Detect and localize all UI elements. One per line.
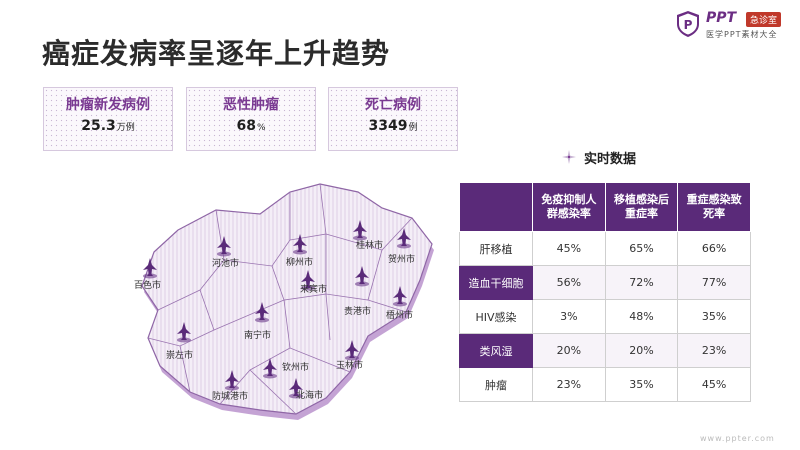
stat-number: 68 — [236, 118, 256, 134]
map-pin-icon — [301, 270, 315, 291]
stat-card-malignant: 恶性肿瘤 68% — [186, 87, 316, 151]
city-label: 桂林市 — [356, 239, 383, 251]
stat-value: 25.3万例 — [44, 118, 172, 134]
map-pin-icon — [177, 322, 191, 343]
table-cell: 23% — [532, 367, 606, 402]
sparkle-icon — [562, 150, 576, 164]
map-pin-icon — [353, 220, 367, 241]
table-cell: 35% — [677, 299, 751, 334]
stat-value: 3349例 — [329, 118, 457, 134]
map-pin-icon — [393, 286, 407, 307]
table-cell: 48% — [604, 299, 679, 334]
table-cell: 3% — [532, 299, 606, 334]
brand-logo: P PPT 急诊室 医学PPT素材大全 — [676, 8, 792, 42]
table-header-col-3: 重症感染致 死率 — [677, 182, 751, 232]
header-line: 重症率 — [624, 207, 658, 220]
realtime-title: 实时数据 — [584, 152, 637, 167]
table-cell: 45% — [532, 231, 606, 266]
table-header-col-1: 免疫抑制人 群感染率 — [532, 182, 606, 232]
stat-label: 死亡病例 — [365, 97, 421, 113]
stat-label: 肿瘤新发病例 — [66, 97, 150, 113]
map-pin-icon — [293, 234, 307, 255]
table-cell: 77% — [677, 265, 751, 300]
table-row: 肝移植 45% 65% 66% — [459, 231, 751, 266]
logo-brand: PPT — [706, 10, 737, 26]
table-row: HIV感染 3% 48% 35% — [459, 299, 751, 334]
table-cell: 45% — [677, 367, 751, 402]
header-line: 免疫抑制人 — [541, 193, 597, 206]
table-cell: 65% — [604, 231, 679, 266]
header-line: 死率 — [703, 207, 726, 220]
table-header-row: 免疫抑制人 群感染率 移植感染后 重症率 重症感染致 死率 — [459, 182, 751, 232]
map-pin-icon — [355, 266, 369, 287]
map-pin-icon — [397, 228, 411, 249]
map-pin-icon — [255, 302, 269, 323]
shield-p-icon: P — [677, 11, 699, 37]
table-header-empty — [459, 182, 533, 232]
logo-subtitle: 医学PPT素材大全 — [706, 30, 778, 39]
city-label: 玉林市 — [336, 359, 363, 371]
city-label: 北海市 — [296, 389, 323, 401]
table-row: 肿瘤 23% 35% 45% — [459, 367, 751, 402]
header-line: 群感染率 — [546, 207, 591, 220]
city-label: 南宁市 — [244, 329, 271, 341]
stat-number: 25.3 — [81, 118, 116, 134]
table-header-col-2: 移植感染后 重症率 — [604, 182, 679, 232]
city-label: 梧州市 — [386, 309, 413, 321]
row-label: 肿瘤 — [459, 367, 533, 402]
row-label: HIV感染 — [459, 299, 533, 334]
table-cell: 20% — [532, 333, 606, 368]
table-cell: 23% — [677, 333, 751, 368]
table-cell: 66% — [677, 231, 751, 266]
table-row: 类风湿 20% 20% 23% — [459, 333, 751, 368]
map-pin-icon — [289, 378, 303, 399]
stat-label: 恶性肿瘤 — [223, 97, 279, 113]
stat-unit: 万例 — [116, 123, 135, 133]
stat-card-new-cases: 肿瘤新发病例 25.3万例 — [43, 87, 173, 151]
header-line: 移植感染后 — [613, 193, 669, 206]
stat-value: 68% — [187, 118, 315, 134]
city-label: 河池市 — [212, 257, 239, 269]
footer-url: www.ppter.com — [700, 434, 775, 443]
table-cell: 56% — [532, 265, 606, 300]
city-label: 贺州市 — [388, 253, 415, 265]
table-row: 造血干细胞 56% 72% 77% — [459, 265, 751, 300]
map-pin-icon — [225, 370, 239, 391]
logo-tag: 急诊室 — [746, 12, 782, 27]
city-label: 来宾市 — [300, 283, 327, 295]
stat-number: 3349 — [368, 118, 408, 134]
map-outline — [141, 183, 433, 415]
realtime-data-table: 免疫抑制人 群感染率 移植感染后 重症率 重症感染致 死率 肝移植 45% 65% 6… — [459, 182, 751, 402]
row-label: 类风湿 — [459, 333, 533, 368]
city-label: 钦州市 — [282, 361, 309, 373]
svg-text:P: P — [684, 18, 693, 32]
stat-card-deaths: 死亡病例 3349例 — [328, 87, 458, 151]
city-label: 百色市 — [134, 279, 161, 291]
map-pin-icon — [345, 340, 359, 361]
city-label: 防城港市 — [212, 390, 248, 402]
city-label: 柳州市 — [286, 256, 313, 268]
map-pin-icon — [263, 358, 277, 379]
map-pin-icon — [143, 258, 157, 279]
row-label: 造血干细胞 — [459, 265, 533, 300]
stat-unit: % — [256, 123, 266, 133]
table-cell: 35% — [604, 367, 679, 402]
page-title: 癌症发病率呈逐年上升趋势 — [42, 37, 391, 70]
table-cell: 72% — [604, 265, 679, 300]
stat-unit: 例 — [408, 123, 418, 133]
header-line: 重症感染致 — [686, 193, 742, 206]
map-pin-icon — [217, 236, 231, 257]
table-cell: 20% — [604, 333, 679, 368]
row-label: 肝移植 — [459, 231, 533, 266]
city-label: 崇左市 — [166, 349, 193, 361]
city-label: 贵港市 — [344, 305, 371, 317]
